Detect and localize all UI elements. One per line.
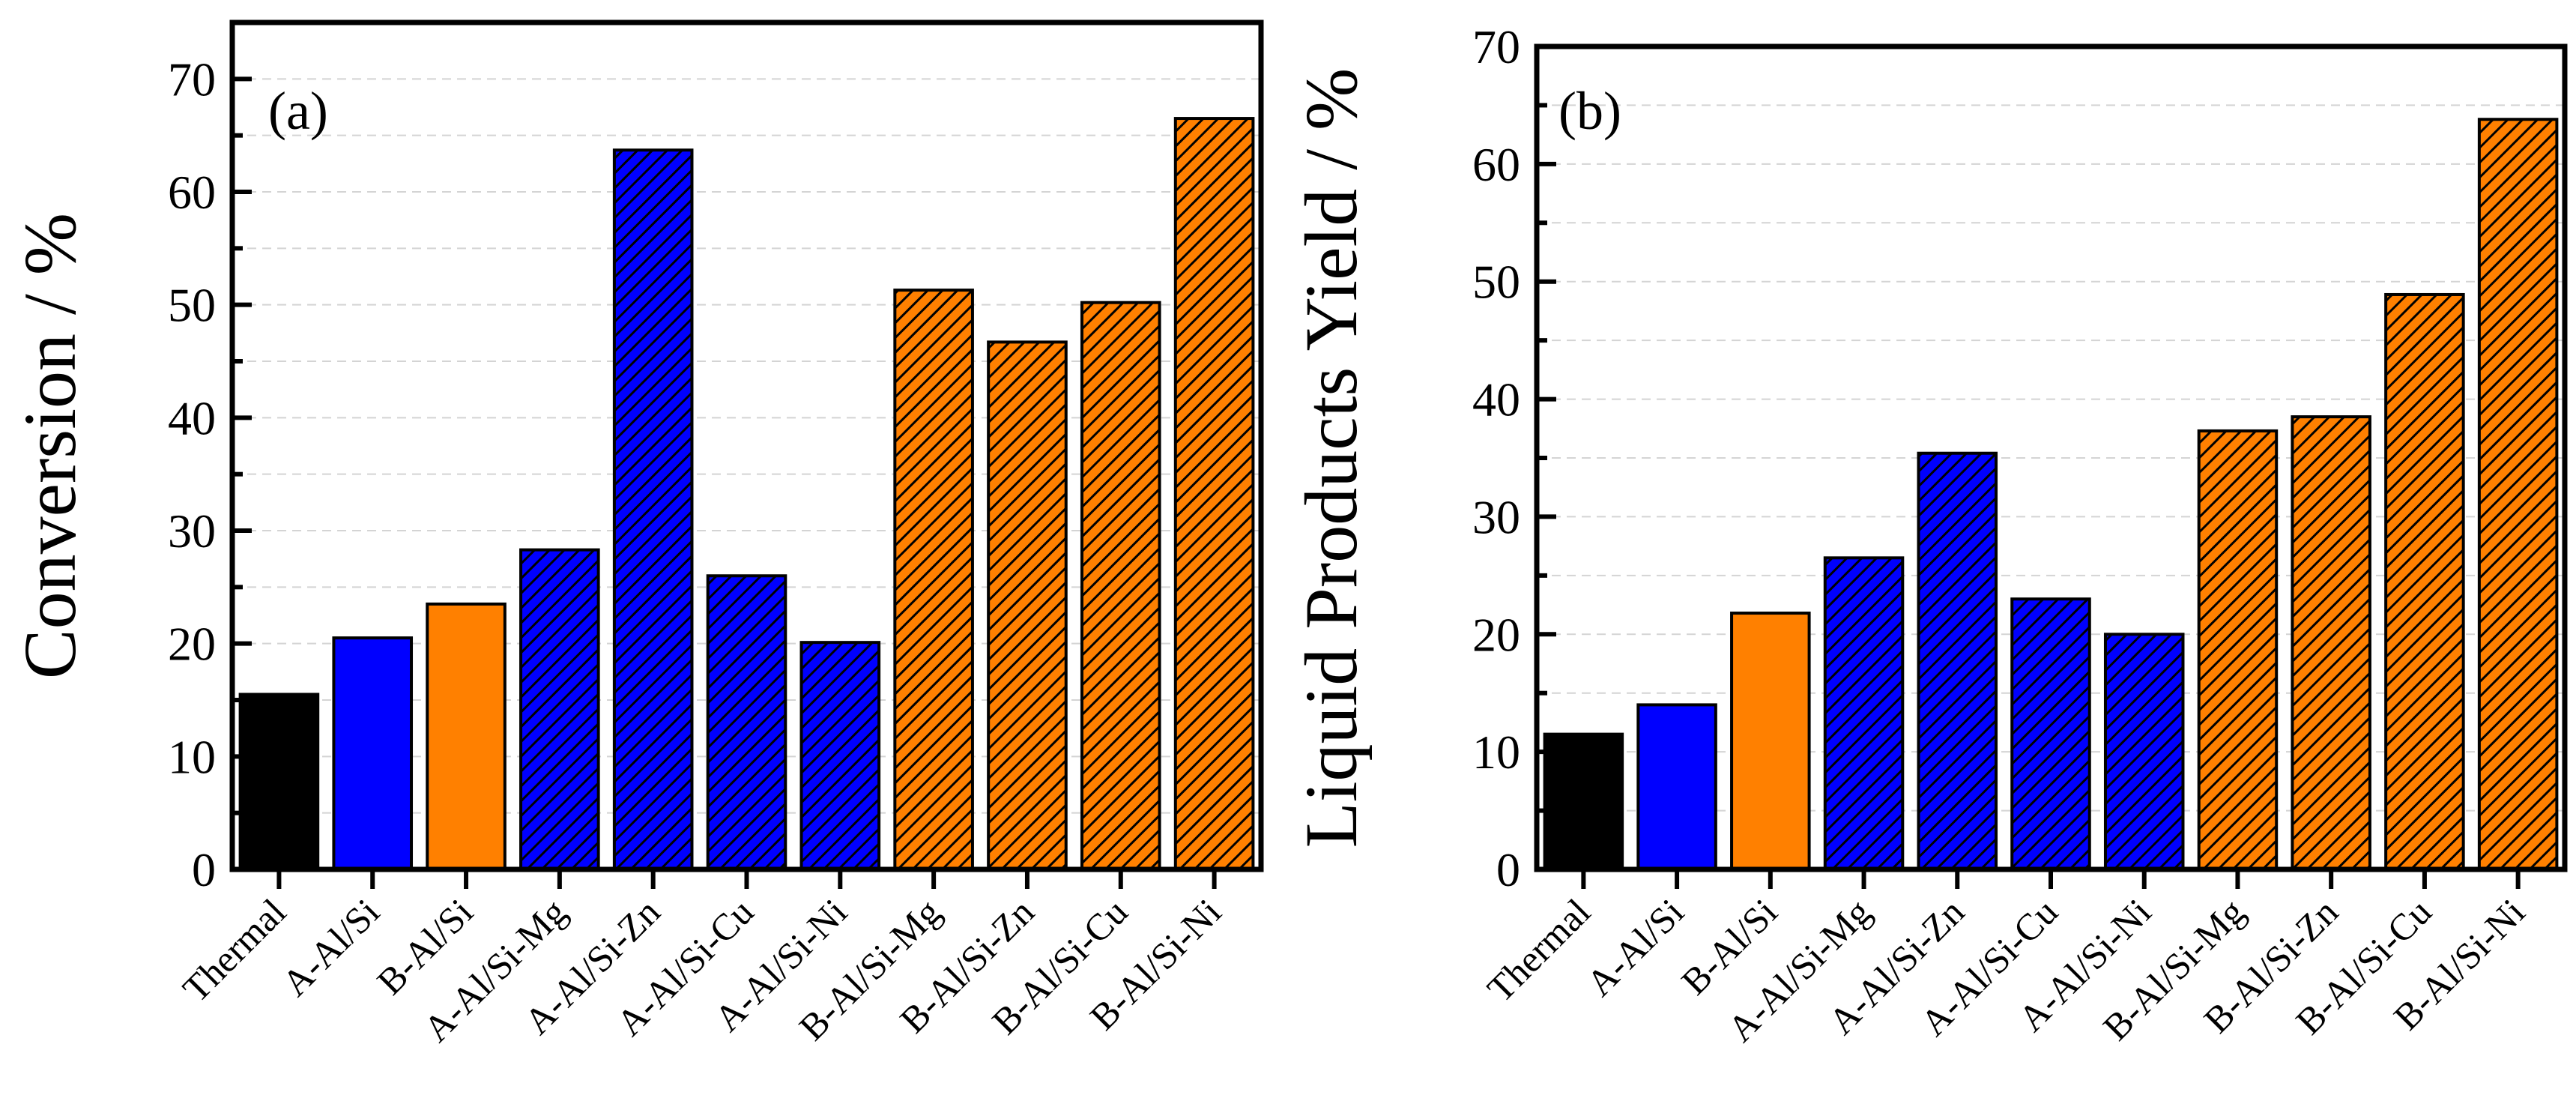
y-tick-label: 60: [1472, 138, 1520, 191]
bar-a-al-si-zn: [1917, 451, 1998, 871]
axis-ticks: [1537, 44, 2521, 889]
bar-a-al-si-ni: [2103, 633, 2185, 871]
y-tick-label: 70: [168, 52, 216, 106]
y-tick-label: 40: [1472, 373, 1520, 426]
bar-a-al-si: [332, 636, 414, 872]
bar-b-al-si-zn: [2291, 415, 2371, 871]
bar-b-al-si-zn: [987, 340, 1068, 871]
y-tick-label: 10: [168, 730, 216, 783]
bar-b-al-si-ni: [1173, 117, 1255, 872]
bar-a-al-si: [1636, 703, 1717, 872]
y-tick-label: 30: [1472, 490, 1520, 543]
x-category-label: Thermal: [1479, 890, 1598, 1010]
bar-a-al-si-cu: [2010, 597, 2091, 871]
bar-b-al-si-cu: [1080, 301, 1161, 871]
y-tick-label: 30: [168, 504, 216, 558]
bar-thermal: [1543, 732, 1624, 871]
axis-ticks: [232, 76, 1217, 889]
y-tick-labels: 0 10 20 30 40 50 60 70: [1472, 20, 1520, 896]
y-axis-title: Liquid Products Yield / %: [1289, 68, 1373, 848]
chart-panel-b: 0 10 20 30 40 50 60 70 ThermalA-Al/SiB-Al/SiA-A…: [1289, 20, 2568, 1050]
y-tick-label: 50: [168, 279, 216, 332]
bar-a-al-si-mg: [519, 548, 600, 871]
y-tick-label: 40: [168, 391, 216, 444]
panel-label: (a): [268, 81, 328, 141]
x-category-label: A-Al/Si: [273, 890, 387, 1004]
bars: [1543, 118, 2559, 872]
bar-b-al-si-cu: [2384, 292, 2465, 871]
bar-b-al-si-mg: [2197, 429, 2279, 871]
y-tick-label: 0: [192, 843, 216, 896]
x-tick-labels: ThermalA-Al/SiB-Al/SiA-Al/Si-MgA-Al/Si-Z…: [1479, 890, 2533, 1049]
bar-a-al-si-mg: [1823, 556, 1905, 871]
bar-b-al-si: [1730, 612, 1811, 872]
y-tick-label: 20: [168, 618, 216, 671]
x-category-label: Thermal: [175, 890, 294, 1010]
y-axis-title: Conversion / %: [8, 213, 91, 679]
bar-thermal: [238, 693, 320, 872]
y-tick-label: 50: [1472, 256, 1520, 309]
bar-b-al-si-ni: [2477, 118, 2559, 872]
bar-b-al-si-mg: [893, 289, 974, 871]
y-tick-label: 70: [1472, 20, 1520, 73]
bars: [238, 117, 1255, 872]
panel-label: (b): [1558, 81, 1621, 141]
x-category-label: A-Al/Si: [1578, 890, 1692, 1004]
chart-panel-a: 0 10 20 30 40 50 60 70 ThermalA-Al/SiB-Al/SiA-A…: [8, 19, 1264, 1050]
y-tick-labels: 0 10 20 30 40 50 60 70: [168, 52, 216, 896]
bar-a-al-si-ni: [799, 641, 881, 871]
x-tick-labels: ThermalA-Al/SiB-Al/SiA-Al/Si-MgA-Al/Si-Z…: [175, 890, 1230, 1049]
y-tick-label: 10: [1472, 726, 1520, 779]
y-tick-label: 60: [168, 166, 216, 219]
y-tick-label: 20: [1472, 608, 1520, 661]
bar-a-al-si-cu: [706, 574, 787, 871]
y-tick-label: 0: [1496, 843, 1520, 896]
bar-a-al-si-zn: [612, 148, 694, 871]
bar-b-al-si: [426, 602, 507, 872]
